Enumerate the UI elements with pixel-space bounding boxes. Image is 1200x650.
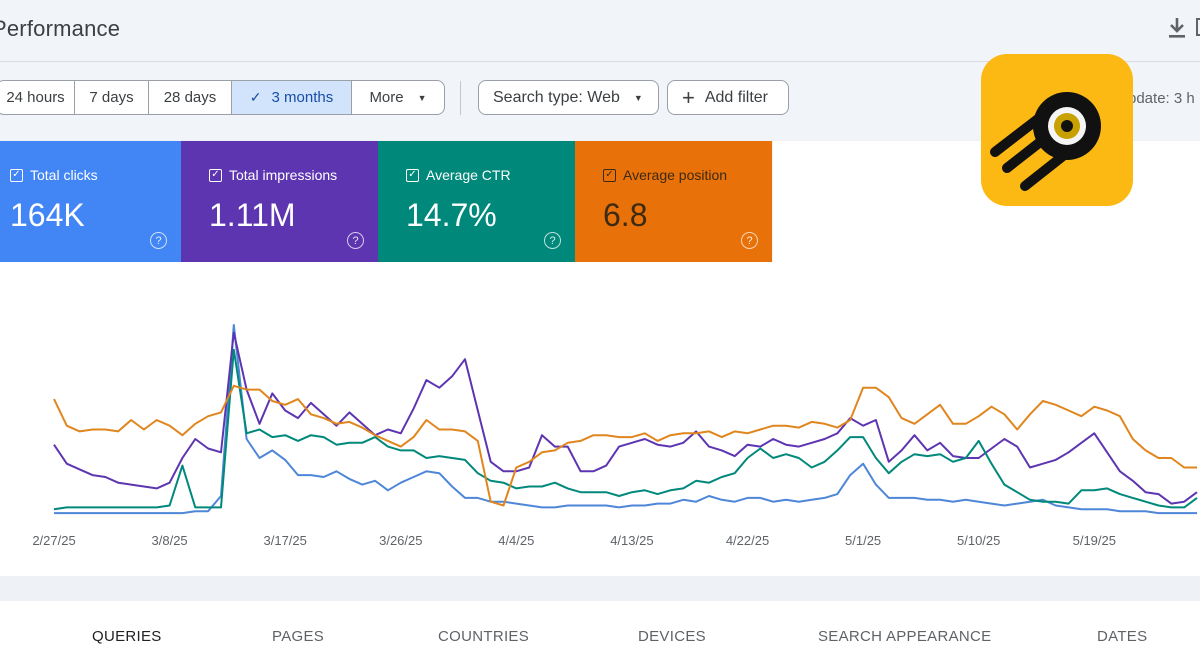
x-tick-label: 3/8/25 (152, 533, 188, 548)
date-range-more[interactable]: More ▼ (352, 81, 444, 114)
more-options-icon[interactable] (1196, 18, 1200, 36)
metric-card-average-ctr[interactable]: ✓ Average CTR 14.7% ? (378, 141, 575, 262)
date-range-label: 28 days (163, 89, 217, 106)
search-type-dropdown[interactable]: Search type: Web ▼ (478, 80, 659, 115)
metric-card-total-clicks[interactable]: ✓ Total clicks 164K ? (0, 141, 181, 262)
checkbox-icon[interactable]: ✓ (406, 168, 419, 182)
date-range-label: More (369, 89, 404, 106)
x-tick-label: 4/22/25 (726, 533, 769, 548)
help-icon[interactable]: ? (741, 232, 758, 249)
x-tick-label: 3/17/25 (264, 533, 307, 548)
metric-value: 14.7% (406, 197, 497, 233)
metric-value: 164K (10, 197, 85, 233)
x-tick-label: 4/4/25 (498, 533, 534, 548)
checkmark-icon: ✓ (249, 89, 262, 105)
series-line-average-ctr (53, 348, 1198, 511)
date-range-28-days[interactable]: 28 days (149, 81, 232, 114)
checkbox-icon[interactable]: ✓ (10, 168, 23, 182)
search-type-label: Search type: Web (493, 88, 620, 106)
help-icon[interactable]: ? (544, 232, 561, 249)
metric-label: Total clicks (30, 167, 98, 183)
series-line-average-position (53, 384, 1197, 507)
caret-down-icon: ▼ (633, 92, 643, 103)
help-icon[interactable]: ? (150, 232, 167, 249)
metric-card-average-position[interactable]: ✓ Average position 6.8 ? (575, 141, 772, 262)
tab-pages[interactable]: PAGES (272, 628, 325, 645)
x-tick-label: 2/27/25 (32, 533, 75, 548)
metric-label: Average CTR (426, 167, 511, 183)
plus-icon: + (682, 84, 695, 110)
help-icon[interactable]: ? (347, 232, 364, 249)
x-tick-label: 4/13/25 (610, 533, 653, 548)
checkbox-icon[interactable]: ✓ (603, 168, 616, 182)
page-header: Performance (0, 0, 1200, 62)
series-line-total-impressions (53, 331, 1198, 505)
date-range-7-days[interactable]: 7 days (75, 81, 149, 114)
tab-countries[interactable]: COUNTRIES (438, 628, 530, 645)
x-tick-label: 3/26/25 (379, 533, 422, 548)
date-range-label: 3 months (271, 89, 334, 106)
tab-devices[interactable]: DEVICES (638, 628, 706, 645)
last-update-text: pdate: 3 h (1128, 90, 1195, 107)
x-tick-label: 5/10/25 (957, 533, 1000, 548)
metric-card-total-impressions[interactable]: ✓ Total impressions 1.11M ? (181, 141, 378, 262)
date-range-label: 24 hours (6, 89, 65, 106)
date-range-label: 7 days (89, 89, 134, 106)
checkbox-icon[interactable]: ✓ (209, 168, 222, 182)
add-filter-label: Add filter (704, 88, 768, 106)
brand-logo (981, 54, 1133, 206)
x-tick-label: 5/1/25 (845, 533, 881, 548)
tab-queries[interactable]: QUERIES (92, 628, 162, 645)
tab-dates[interactable]: DATES (1097, 628, 1148, 645)
download-icon[interactable] (1166, 16, 1188, 40)
metric-cards: ✓ Total clicks 164K ? ✓ Total impressions … (0, 141, 772, 262)
tab-search-appearance[interactable]: SEARCH APPEARANCE (818, 628, 992, 645)
performance-chart: 2/27/25 3/8/25 3/17/25 3/26/25 4/4/25 4/13/25… (0, 262, 1200, 576)
page-title: Performance (0, 16, 121, 41)
line-chart: 2/27/25 3/8/25 3/17/25 3/26/25 4/4/25 4/13/25… (32, 324, 1198, 548)
divider (460, 81, 461, 115)
date-range-3-months[interactable]: ✓ 3 months (232, 81, 352, 114)
rocket-eye-icon (990, 92, 1101, 191)
metric-label: Total impressions (229, 167, 338, 183)
date-range-24-hours[interactable]: 24 hours (0, 81, 75, 114)
add-filter-button[interactable]: + Add filter (667, 80, 789, 115)
metric-label: Average position (623, 167, 728, 183)
x-tick-label: 5/19/25 (1073, 533, 1116, 548)
caret-down-icon: ▼ (417, 92, 427, 103)
metric-value: 6.8 (603, 197, 648, 233)
report-tabs: QUERIES PAGES COUNTRIES DEVICES SEARCH A… (0, 601, 1200, 650)
metric-value: 1.11M (209, 197, 296, 233)
date-range-selector: 24 hours 7 days 28 days ✓ 3 months More ▼ (0, 80, 445, 115)
